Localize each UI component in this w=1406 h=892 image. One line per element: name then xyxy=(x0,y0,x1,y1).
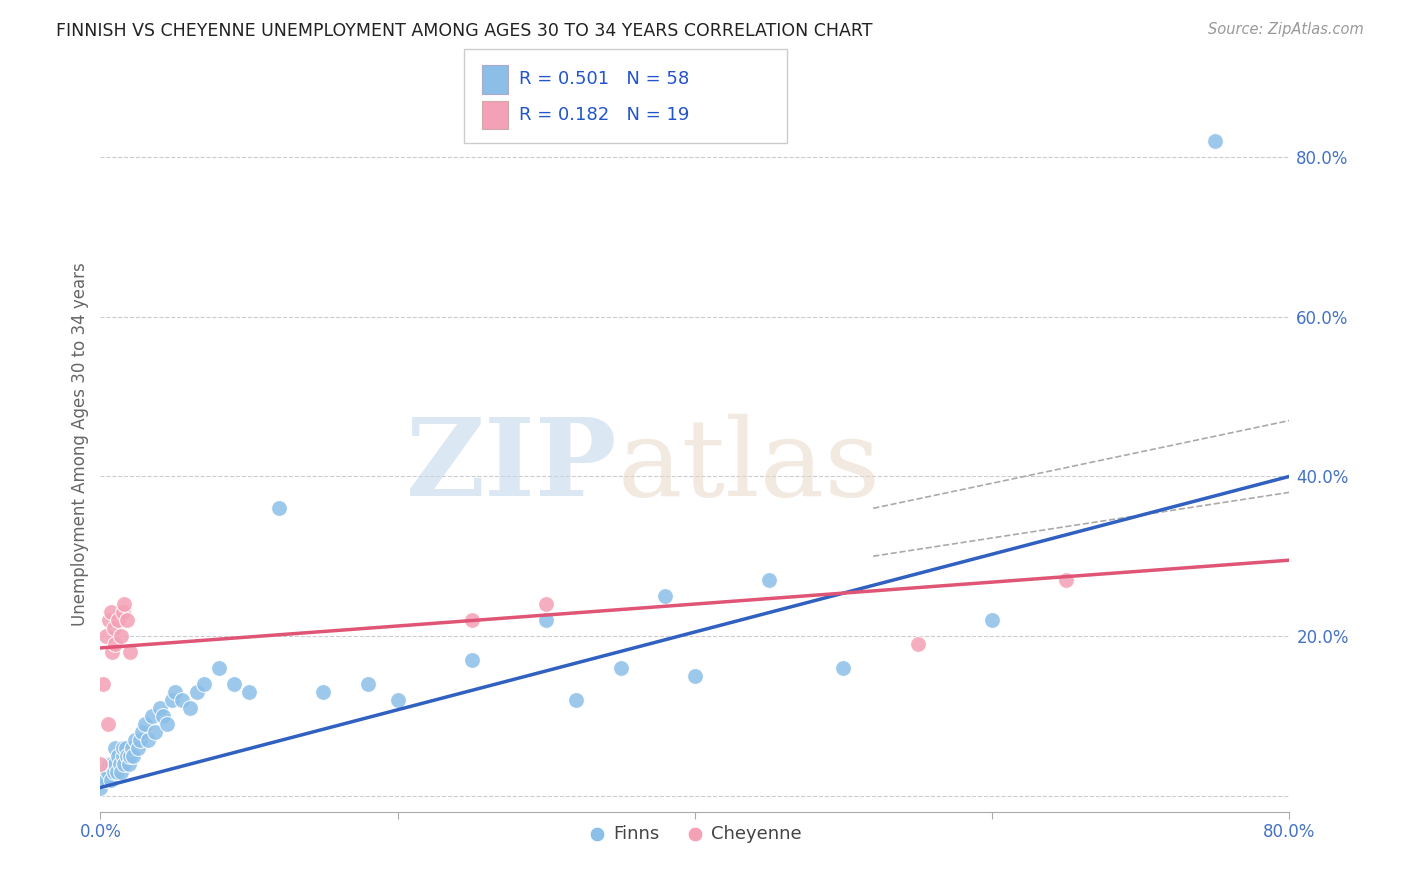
Point xyxy=(461,613,484,627)
Point xyxy=(117,756,139,771)
Text: FINNISH VS CHEYENNE UNEMPLOYMENT AMONG AGES 30 TO 34 YEARS CORRELATION CHART: FINNISH VS CHEYENNE UNEMPLOYMENT AMONG A… xyxy=(56,22,873,40)
Point xyxy=(156,716,179,731)
Point xyxy=(101,645,124,659)
Point xyxy=(832,661,855,675)
Point xyxy=(111,605,134,619)
Point xyxy=(134,716,156,731)
Text: R = 0.182   N = 19: R = 0.182 N = 19 xyxy=(519,106,689,124)
Point xyxy=(208,661,231,675)
Point xyxy=(107,748,129,763)
Point xyxy=(149,700,172,714)
Point xyxy=(91,677,114,691)
Point xyxy=(387,693,409,707)
Point xyxy=(143,724,166,739)
Point xyxy=(105,764,128,779)
Point xyxy=(115,613,138,627)
Point xyxy=(907,637,929,651)
Text: Source: ZipAtlas.com: Source: ZipAtlas.com xyxy=(1208,22,1364,37)
Point xyxy=(536,613,558,627)
Point xyxy=(357,677,380,691)
Point xyxy=(172,693,194,707)
Point xyxy=(98,613,121,627)
Point xyxy=(536,597,558,611)
Point xyxy=(110,629,132,643)
Point xyxy=(103,764,125,779)
Point xyxy=(136,732,159,747)
Legend: Finns, Cheyenne: Finns, Cheyenne xyxy=(588,825,801,843)
Point xyxy=(104,637,127,651)
Point xyxy=(107,613,129,627)
Point xyxy=(89,756,111,771)
Point xyxy=(100,772,122,787)
Point xyxy=(238,685,260,699)
Point xyxy=(104,740,127,755)
Point xyxy=(461,653,484,667)
Point xyxy=(163,685,186,699)
Text: atlas: atlas xyxy=(617,414,880,519)
Point xyxy=(224,677,246,691)
Point xyxy=(683,669,706,683)
Point xyxy=(1054,573,1077,587)
Point xyxy=(193,677,215,691)
Point xyxy=(122,748,145,763)
Point xyxy=(565,693,588,707)
Point xyxy=(97,716,120,731)
Point xyxy=(100,605,122,619)
Point xyxy=(114,740,136,755)
Point xyxy=(609,661,631,675)
Point xyxy=(101,756,124,771)
Point xyxy=(131,724,153,739)
Text: R = 0.501   N = 58: R = 0.501 N = 58 xyxy=(519,70,689,88)
Y-axis label: Unemployment Among Ages 30 to 34 years: Unemployment Among Ages 30 to 34 years xyxy=(72,262,89,626)
Point xyxy=(96,772,118,787)
Point xyxy=(654,589,676,603)
Point xyxy=(312,685,335,699)
Point xyxy=(121,740,143,755)
Text: ZIP: ZIP xyxy=(406,414,617,519)
Point xyxy=(104,756,127,771)
Point xyxy=(179,700,201,714)
Point xyxy=(89,780,111,795)
Point xyxy=(758,573,780,587)
Point xyxy=(112,756,135,771)
Point xyxy=(129,732,152,747)
Point xyxy=(120,748,142,763)
Point xyxy=(1204,134,1226,148)
Point xyxy=(120,645,142,659)
Point xyxy=(94,764,117,779)
Point xyxy=(91,772,114,787)
Point xyxy=(97,764,120,779)
Point xyxy=(186,685,208,699)
Point xyxy=(111,748,134,763)
Point xyxy=(108,756,131,771)
Point xyxy=(98,756,121,771)
Point xyxy=(96,629,118,643)
Point xyxy=(267,501,290,516)
Point xyxy=(141,708,163,723)
Point xyxy=(981,613,1004,627)
Point xyxy=(110,764,132,779)
Point xyxy=(103,621,125,635)
Point xyxy=(115,748,138,763)
Point xyxy=(124,732,146,747)
Point xyxy=(111,740,134,755)
Point xyxy=(112,597,135,611)
Point xyxy=(160,693,183,707)
Point xyxy=(127,740,149,755)
Point xyxy=(152,708,174,723)
